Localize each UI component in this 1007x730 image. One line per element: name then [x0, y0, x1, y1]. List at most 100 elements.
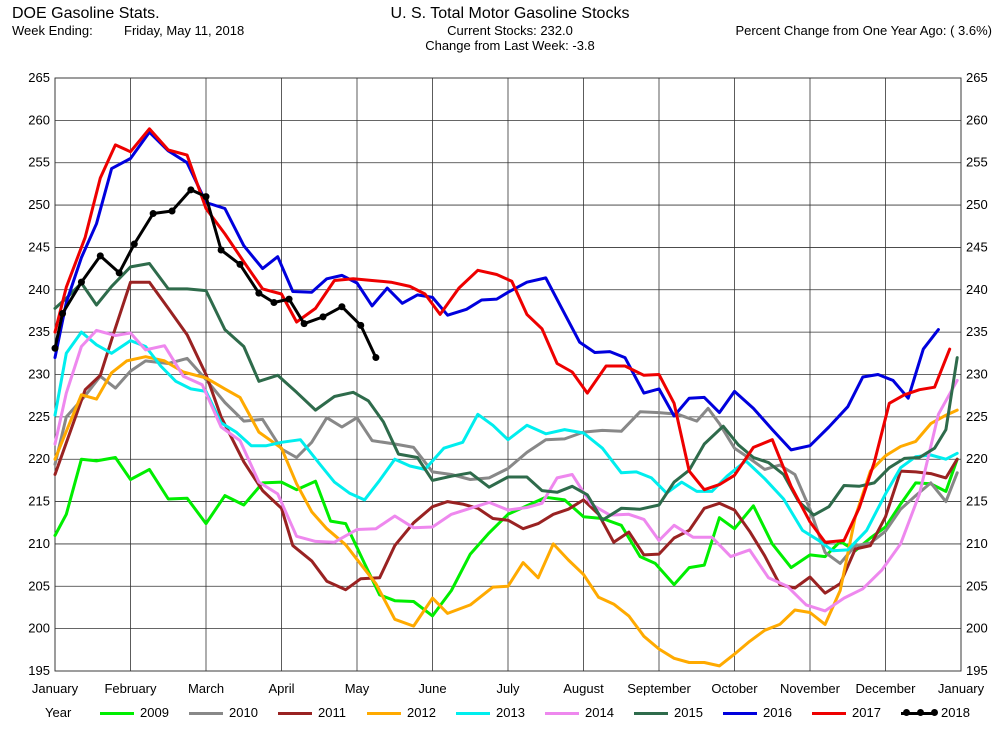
y-tick-label-left: 235	[28, 324, 50, 339]
series	[51, 127, 959, 668]
series-line-2016	[53, 130, 940, 452]
series-point-2018	[59, 310, 67, 318]
y-tick-label-left: 225	[28, 409, 50, 424]
legend-swatch	[278, 712, 312, 715]
series-point-2018	[236, 260, 244, 268]
series-point-2018	[372, 354, 380, 362]
legend-label: 2011	[318, 705, 346, 720]
legend-swatch	[723, 712, 757, 715]
y-tick-label-right: 195	[966, 663, 988, 678]
legend-swatch	[100, 712, 134, 715]
legend-item-2010: 2010	[189, 704, 275, 722]
y-tick-label-left: 210	[28, 536, 50, 551]
legend-marker	[931, 709, 938, 716]
legend-label: 2014	[585, 705, 614, 720]
legend-label: 2015	[674, 705, 703, 720]
x-tick-label: January	[32, 681, 79, 696]
legend-item-2013: 2013	[456, 704, 542, 722]
series-point-2018	[187, 186, 195, 194]
x-tick-label: May	[345, 681, 370, 696]
x-tick-label: February	[104, 681, 157, 696]
legend-label: 2010	[229, 705, 258, 720]
y-tick-label-right: 260	[966, 112, 988, 127]
legend-label: 2013	[496, 705, 525, 720]
y-tick-label-left: 205	[28, 578, 50, 593]
y-tick-label-right: 205	[966, 578, 988, 593]
y-tick-label-right: 240	[966, 282, 988, 297]
x-tick-label: January	[938, 681, 985, 696]
y-tick-label-right: 210	[966, 536, 988, 551]
legend-swatch	[634, 712, 668, 715]
legend-swatch	[367, 712, 401, 715]
series-point-2018	[357, 321, 365, 329]
legend-marker	[903, 709, 910, 716]
legend-label: 2012	[407, 705, 436, 720]
app-title: DOE Gasoline Stats.	[12, 5, 160, 22]
x-tick-label: August	[563, 681, 604, 696]
grid	[54, 77, 962, 672]
legend-item-2009: 2009	[100, 704, 186, 722]
x-tick-label: June	[418, 681, 446, 696]
y-tick-label-right: 250	[966, 197, 988, 212]
legend-item-2012: 2012	[367, 704, 453, 722]
x-tick-label: December	[856, 681, 917, 696]
series-point-2018	[270, 298, 278, 306]
y-tick-label-left: 265	[28, 70, 50, 85]
y-tick-label-left: 245	[28, 239, 50, 254]
legend-swatch	[456, 712, 490, 715]
legend-item-2018: 2018	[901, 704, 987, 722]
y-tick-label-right: 230	[966, 367, 988, 382]
axis-ticks: 195 195 200 200 205 205 210 210 215 215 220 220 225 2…	[28, 70, 987, 696]
legend-marker	[917, 709, 924, 716]
series-line-2014	[53, 328, 959, 613]
legend-swatch	[545, 712, 579, 715]
legend-label: 2017	[852, 705, 881, 720]
series-point-2018	[255, 289, 263, 297]
series-point-2018	[338, 303, 346, 311]
y-tick-label-right: 235	[966, 324, 988, 339]
series-point-2018	[96, 252, 104, 260]
series-point-2018	[77, 278, 85, 286]
legend-item-2016: 2016	[723, 704, 809, 722]
series-point-2018	[202, 193, 210, 201]
week-ending-value: Friday, May 11, 2018	[124, 23, 245, 38]
y-tick-label-right: 245	[966, 239, 988, 254]
series-point-2018	[168, 207, 176, 215]
change-last-week: Change from Last Week: -3.8	[425, 38, 595, 53]
y-tick-label-right: 220	[966, 451, 988, 466]
series-point-2018	[115, 269, 123, 277]
week-ending-label: Week Ending:	[12, 23, 93, 38]
series-line-2013	[53, 330, 959, 553]
series-point-2018	[319, 313, 327, 321]
legend-label: 2016	[763, 705, 792, 720]
percent-change: Percent Change from One Year Ago: ( 3.6%…	[735, 23, 992, 38]
y-tick-label-right: 265	[966, 70, 988, 85]
legend-item-2015: 2015	[634, 704, 720, 722]
series-point-2018	[51, 344, 59, 352]
y-tick-label-right: 225	[966, 409, 988, 424]
y-tick-label-right: 215	[966, 494, 988, 509]
x-tick-label: April	[268, 681, 294, 696]
legend-item-2014: 2014	[545, 704, 631, 722]
x-tick-label: October	[711, 681, 758, 696]
y-tick-label-left: 215	[28, 494, 50, 509]
y-tick-label-right: 200	[966, 621, 988, 636]
series-line-2011	[53, 280, 959, 595]
gasoline-stocks-chart: 195 195 200 200 205 205 210 210 215 215 220 220 225 2…	[28, 70, 987, 696]
current-stocks: Current Stocks: 232.0	[447, 23, 573, 38]
legend-label: 2018	[941, 705, 970, 720]
series-line-2017	[53, 127, 952, 544]
y-tick-label-left: 250	[28, 197, 50, 212]
chart-title: U. S. Total Motor Gasoline Stocks	[390, 5, 630, 22]
y-tick-label-left: 240	[28, 282, 50, 297]
legend-swatch	[189, 712, 223, 715]
legend-title: Year	[45, 705, 72, 720]
legend-item-2011: 2011	[278, 704, 364, 722]
y-tick-label-left: 220	[28, 451, 50, 466]
series-line-2012	[53, 355, 959, 668]
x-tick-label: September	[627, 681, 691, 696]
legend: Year 2009 2010 2011 2012 2013 2014 2015 2016 201…	[0, 704, 1007, 724]
series-line-2015	[53, 262, 959, 522]
series-point-2018	[217, 246, 225, 254]
series-point-2018	[130, 240, 138, 248]
